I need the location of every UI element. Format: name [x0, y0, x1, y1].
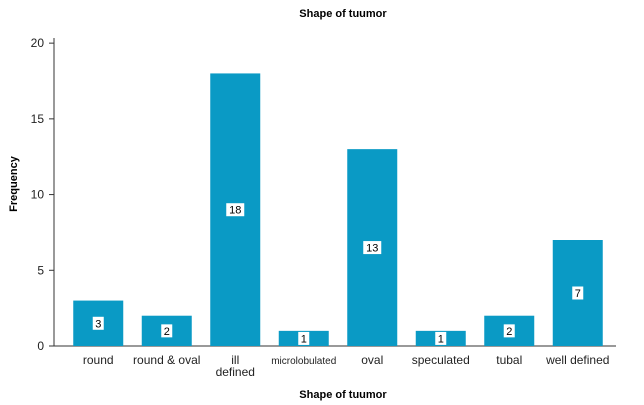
x-tick-label: round	[83, 353, 114, 367]
x-tick-label: oval	[361, 353, 383, 367]
y-tick-label: 20	[31, 36, 45, 50]
data-label: 2	[506, 326, 512, 338]
y-tick-label: 15	[31, 112, 45, 126]
x-tick-label: well defined	[545, 353, 609, 367]
data-label: 3	[95, 318, 101, 330]
plot-area: 0 5 10 15 20 3 round 2 round & oval 18 ill defined 1…	[31, 36, 616, 379]
data-label-box	[363, 241, 382, 255]
x-axis-title: Shape of tuumor	[299, 389, 387, 401]
x-tick-label: speculated	[412, 353, 470, 367]
x-tick-label: round & oval	[133, 353, 200, 367]
data-label: 7	[575, 288, 581, 300]
data-label: 13	[366, 243, 378, 255]
data-label: 1	[301, 333, 307, 345]
data-label-box	[226, 203, 245, 217]
data-label-box	[503, 324, 515, 338]
data-label-box	[161, 324, 173, 338]
data-label-box	[92, 316, 104, 330]
y-tick-label: 0	[37, 339, 44, 353]
data-label: 18	[229, 205, 241, 217]
data-label: 1	[438, 333, 444, 345]
y-axis-title: Frequency	[8, 155, 20, 212]
chart-title: Shape of tuumor	[299, 8, 387, 20]
data-label: 2	[164, 326, 170, 338]
data-label-box	[298, 331, 310, 345]
x-tick-label: ill defined	[216, 353, 255, 379]
data-label-box	[572, 286, 584, 300]
x-tick-label: tubal	[496, 353, 522, 367]
y-tick-label: 5	[37, 263, 44, 277]
data-label-box	[435, 331, 447, 345]
y-tick-label: 10	[31, 188, 45, 202]
x-tick-label: microlobulated	[271, 356, 336, 367]
